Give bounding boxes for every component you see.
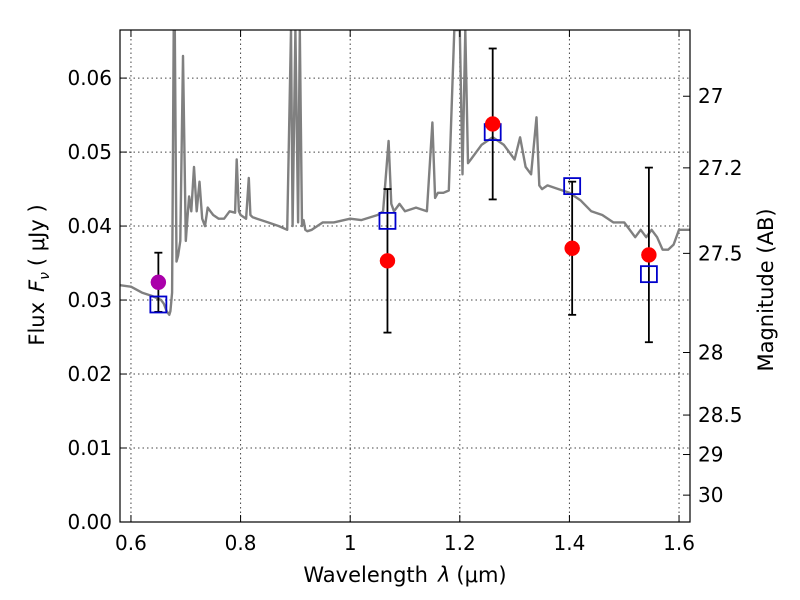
y2-tick-label: 27.5 (698, 241, 743, 265)
observed-point (484, 116, 501, 132)
y-tick-label: 0.05 (67, 140, 112, 164)
y-axis-title-unit: ( μJy ) (25, 204, 49, 266)
y-axis-title-symbol: F (25, 279, 49, 292)
y2-tick-label: 27 (698, 84, 723, 108)
observed-point (641, 247, 657, 263)
model-square-marker (378, 211, 397, 230)
tick-layer: 0.6 0.8 1 1.2 1.4 1.6 0.00 0.01 0.02 0.03 0.04 0.05… (67, 30, 743, 555)
model-square-marker (639, 265, 658, 284)
spectrum-layer (120, 30, 690, 316)
x-axis-title-text: Wavelength (303, 563, 428, 587)
x-axis-title-symbol: λ (437, 563, 450, 587)
x-tick-label: 0.8 (225, 531, 257, 555)
x-axis-title-unit: (μm) (456, 563, 506, 587)
y-tick-label: 0.04 (67, 214, 112, 238)
x-axis-title: Wavelength λ (μm) (303, 563, 506, 587)
model-square-marker (563, 177, 582, 196)
y2-tick-label: 30 (698, 483, 723, 507)
marker-layer (149, 116, 658, 314)
y2-axis-title: Magnitude (AB) (754, 208, 778, 371)
errorbar-layer (154, 47, 653, 344)
observed-point (379, 253, 396, 269)
y2-tick-label: 28.5 (698, 403, 743, 427)
x-tick-label: 0.6 (115, 531, 147, 555)
plot-frame (119, 29, 691, 523)
y2-tick-label: 27.2 (698, 156, 743, 180)
spectrum-line (120, 30, 690, 316)
y-tick-label: 0.06 (67, 66, 112, 90)
y-tick-label: 0.00 (67, 510, 112, 534)
x-tick-label: 1.4 (554, 531, 586, 555)
y-axis-title-text: Flux (25, 302, 49, 346)
observed-point (150, 274, 167, 291)
x-tick-label: 1 (344, 531, 357, 555)
y-tick-label: 0.03 (67, 288, 112, 312)
x-tick-label: 1.2 (444, 531, 476, 555)
y2-tick-label: 29 (698, 443, 723, 467)
y-axis-title: Flux Fν ( μJy ) (25, 204, 53, 345)
x-tick-label: 1.6 (663, 531, 695, 555)
y2-tick-label: 28 (698, 341, 723, 365)
y-tick-label: 0.02 (67, 362, 112, 386)
grid-lines (120, 30, 690, 523)
observed-point (564, 240, 580, 257)
y-tick-label: 0.01 (67, 436, 112, 460)
y-axis-title-subscript: ν (37, 272, 53, 280)
model-square-marker (149, 295, 168, 314)
